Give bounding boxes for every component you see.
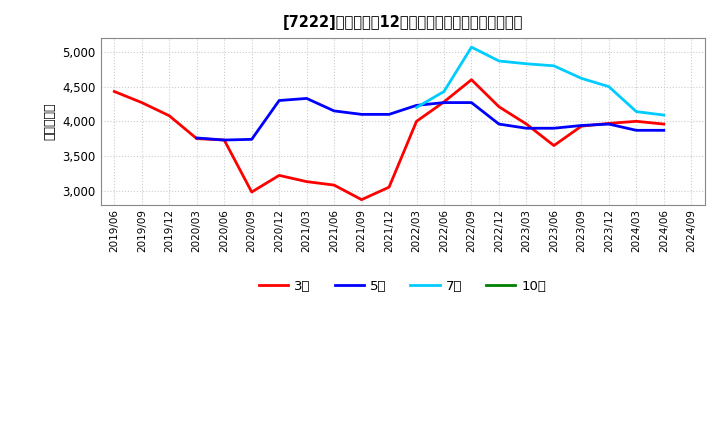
7年 (632, 109, 641, 114)
3年 (577, 124, 585, 129)
5年 (357, 112, 366, 117)
5年 (384, 112, 393, 117)
5年 (467, 100, 476, 105)
Line: 5年: 5年 (197, 99, 664, 140)
3年 (440, 99, 449, 105)
5年 (495, 121, 503, 127)
7年 (522, 61, 531, 66)
5年 (275, 98, 284, 103)
Y-axis label: （百万円）: （百万円） (44, 103, 57, 140)
7年 (467, 44, 476, 50)
7年 (605, 84, 613, 89)
3年 (138, 100, 146, 105)
3年 (220, 137, 228, 143)
3年 (330, 183, 338, 188)
5年 (248, 137, 256, 142)
Line: 3年: 3年 (114, 80, 664, 200)
5年 (577, 123, 585, 128)
3年 (165, 113, 174, 118)
3年 (467, 77, 476, 82)
7年 (413, 105, 421, 110)
5年 (302, 96, 311, 101)
3年 (495, 104, 503, 110)
5年 (660, 128, 668, 133)
3年 (605, 121, 613, 126)
3年 (192, 136, 201, 141)
Line: 7年: 7年 (417, 47, 664, 115)
5年 (632, 128, 641, 133)
3年 (302, 179, 311, 184)
3年 (110, 89, 119, 94)
Title: [7222]　経常利益12か月移動合計の標準偏差の推移: [7222] 経常利益12か月移動合計の標準偏差の推移 (283, 15, 523, 30)
5年 (330, 108, 338, 114)
3年 (413, 119, 421, 124)
3年 (549, 143, 558, 148)
5年 (549, 125, 558, 131)
7年 (549, 63, 558, 69)
3年 (660, 121, 668, 127)
5年 (605, 121, 613, 127)
3年 (248, 189, 256, 194)
Legend: 3年, 5年, 7年, 10年: 3年, 5年, 7年, 10年 (253, 274, 552, 298)
5年 (522, 125, 531, 131)
3年 (522, 121, 531, 127)
5年 (192, 136, 201, 141)
5年 (440, 100, 449, 105)
3年 (632, 119, 641, 124)
7年 (495, 59, 503, 64)
7年 (660, 113, 668, 118)
3年 (384, 184, 393, 190)
5年 (413, 103, 421, 108)
7年 (577, 76, 585, 81)
3年 (275, 173, 284, 178)
7年 (440, 89, 449, 94)
3年 (357, 197, 366, 202)
5年 (220, 137, 228, 143)
